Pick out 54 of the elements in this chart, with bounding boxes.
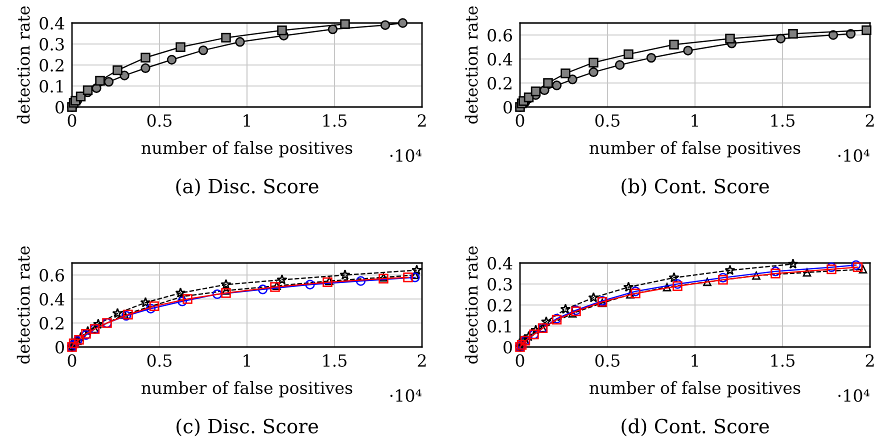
x-tick-label: 2 [418, 114, 426, 127]
x-tick-label: 0 [68, 354, 76, 367]
text: (d) Cont. Score [622, 418, 769, 436]
x-tick-label: 0 [68, 114, 76, 127]
y-tick-label: 0.3 [488, 278, 512, 291]
text: (c) Disc. Score [176, 418, 318, 436]
y-tick-label: 0.1 [40, 80, 63, 93]
y-tick-label: 0.4 [488, 256, 512, 270]
text: ·10⁴ [838, 149, 870, 162]
x-tick-label: 1 [692, 354, 698, 367]
text: ·10⁴ [838, 389, 870, 402]
x-tick-label: 1.5 [323, 114, 346, 127]
x-axis-title: number of false positives [142, 141, 352, 158]
text: (b) Cont. Score [622, 178, 769, 196]
x-tick-label: 2 [866, 354, 874, 367]
y-axis-title: detection rate [16, 6, 30, 124]
y-axis-title: detection rate [16, 246, 30, 364]
x-axis-title: number of false positives [590, 141, 800, 158]
x-tick-label: 0.5 [595, 114, 620, 127]
x-tick-label: 1 [692, 114, 698, 127]
y-tick-label: 0.3 [40, 38, 64, 51]
x-tick-label: 0 [516, 354, 524, 367]
x-axis-title: number of false positives [142, 381, 352, 398]
y-tick-label: 0 [504, 340, 512, 354]
x-tick-label: 2 [866, 114, 874, 127]
y-tick-label: 0.2 [40, 316, 64, 330]
y-tick-label: 0 [56, 340, 64, 354]
y-axis-title: detection rate [464, 6, 478, 124]
y-tick-label: 0.2 [488, 298, 512, 312]
y-tick-label: 0.2 [40, 58, 64, 72]
y-axis-title: detection rate [464, 246, 478, 364]
x-tick-label: 2 [418, 354, 426, 367]
y-tick-label: 0.4 [40, 292, 64, 306]
x-tick-label: 0.5 [595, 354, 620, 367]
text: ·10⁴ [390, 389, 422, 402]
x-axis-title: number of false positives [590, 381, 800, 398]
x-tick-label: 0.5 [147, 354, 172, 367]
x-tick-label: 1.5 [771, 354, 794, 367]
x-tick-label: 1 [244, 354, 250, 367]
y-tick-label: 0 [56, 100, 64, 114]
x-tick-label: 1.5 [323, 354, 346, 367]
y-tick-label: 0 [504, 100, 512, 114]
x-tick-label: 1.5 [771, 114, 794, 127]
y-tick-label: 0.6 [488, 28, 512, 42]
y-tick-label: 0.6 [40, 268, 64, 282]
x-tick-label: 1 [244, 114, 250, 127]
x-tick-label: 0 [516, 114, 524, 127]
x-tick-label: 0.5 [147, 114, 172, 127]
y-tick-label: 0.4 [488, 52, 512, 66]
y-tick-label: 0.1 [488, 320, 511, 333]
text: (a) Disc. Score [176, 178, 318, 196]
y-tick-label: 0.4 [40, 16, 64, 30]
text: ·10⁴ [390, 149, 422, 162]
y-tick-label: 0.2 [488, 76, 512, 90]
